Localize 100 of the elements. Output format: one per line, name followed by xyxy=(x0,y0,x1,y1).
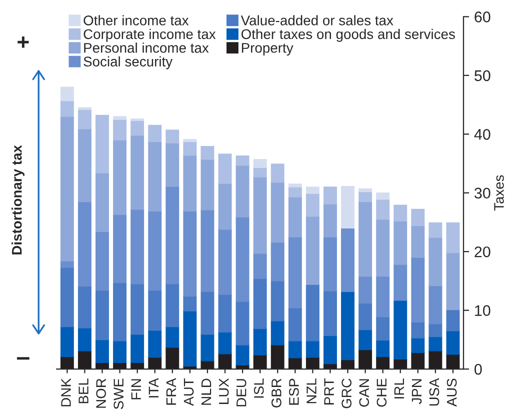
bar xyxy=(428,285,442,324)
bar xyxy=(306,284,320,342)
x-tick-label: NOR xyxy=(96,378,106,408)
bar xyxy=(200,146,214,160)
bar xyxy=(376,316,390,341)
bar xyxy=(376,192,390,200)
bar xyxy=(96,231,109,291)
y-tick-label: 30 xyxy=(474,188,490,199)
x-tick-label: ISL xyxy=(254,378,264,398)
bar xyxy=(253,278,267,329)
bar xyxy=(78,286,92,328)
x-tick-label: LUX xyxy=(219,378,229,404)
legend-label: Value-added or sales tax xyxy=(240,15,394,26)
bar xyxy=(96,339,109,364)
bar xyxy=(183,310,197,367)
bar xyxy=(306,186,320,194)
legend-label: Other taxes on goods and services xyxy=(241,28,455,42)
bar xyxy=(428,237,442,286)
bar xyxy=(394,264,408,301)
bar xyxy=(376,198,390,220)
x-tick-label: CHE xyxy=(376,378,387,407)
text: Distortionary tax xyxy=(12,145,24,254)
bar xyxy=(148,330,162,358)
x-tick-label: DNK xyxy=(61,378,71,406)
bar xyxy=(358,302,372,330)
bar xyxy=(218,183,232,230)
bar xyxy=(323,186,337,204)
bar xyxy=(96,290,109,340)
bar xyxy=(130,120,144,136)
bar xyxy=(200,209,214,292)
bar xyxy=(113,340,127,364)
bar xyxy=(411,225,425,258)
bar xyxy=(130,208,144,284)
bar xyxy=(166,130,180,144)
bar xyxy=(341,186,354,229)
bar xyxy=(411,208,425,226)
bar xyxy=(218,332,232,354)
bar xyxy=(78,128,92,202)
x-tick-label: ITA xyxy=(148,378,158,398)
x-tick-label: FIN xyxy=(131,379,141,400)
bar xyxy=(358,201,372,277)
bar xyxy=(130,334,144,364)
bar xyxy=(358,188,372,192)
x-tick-label: AUT xyxy=(184,378,194,406)
bar xyxy=(376,340,390,358)
bar xyxy=(358,191,372,202)
x-tick-label: IRL xyxy=(394,378,404,398)
bar xyxy=(358,276,372,304)
bar xyxy=(236,155,250,166)
bar xyxy=(288,196,302,238)
bar xyxy=(288,340,302,358)
bar xyxy=(60,116,74,262)
bar xyxy=(253,158,267,168)
x-tick-label: JPN xyxy=(412,379,422,404)
bar xyxy=(218,228,232,295)
x-tick-label: ESP xyxy=(289,378,299,405)
bar xyxy=(183,139,197,142)
bar xyxy=(166,142,180,187)
x-tick-label: CAN xyxy=(359,379,370,407)
bar xyxy=(183,296,197,312)
bar xyxy=(60,86,74,102)
bar xyxy=(148,290,162,331)
bar xyxy=(78,328,92,352)
bar xyxy=(288,236,302,308)
bar xyxy=(323,236,337,292)
bar xyxy=(341,291,354,360)
bar xyxy=(236,344,250,366)
bar xyxy=(183,210,197,297)
y-tick-label: 40 xyxy=(474,129,490,140)
bar xyxy=(376,276,390,318)
x-tick-label: FRA xyxy=(166,378,176,405)
x-tick-label: BEL xyxy=(78,378,88,404)
bar xyxy=(323,335,337,364)
bar xyxy=(270,164,284,183)
bar xyxy=(200,158,214,210)
x-tick-label: SWE xyxy=(114,378,124,410)
bar xyxy=(166,186,180,284)
x-tick-label: PRT xyxy=(324,378,334,404)
bar xyxy=(428,323,442,338)
bar xyxy=(166,283,180,328)
y-tick-label: 60 xyxy=(474,12,490,22)
bar xyxy=(270,182,284,243)
bar xyxy=(166,326,180,348)
bar xyxy=(200,334,214,362)
bar xyxy=(306,216,320,285)
bar xyxy=(60,100,74,117)
text: + xyxy=(18,36,29,48)
x-tick-label: AUS xyxy=(446,378,457,407)
bar xyxy=(218,294,232,332)
bar xyxy=(323,204,337,238)
bar xyxy=(270,280,284,322)
bar xyxy=(60,326,74,358)
bar xyxy=(411,322,425,338)
bar xyxy=(183,141,197,156)
bar xyxy=(394,220,408,265)
bar xyxy=(394,204,408,222)
x-tick-label: GBR xyxy=(272,378,282,408)
bar xyxy=(253,176,267,254)
bar xyxy=(113,116,127,120)
bar xyxy=(270,242,284,282)
